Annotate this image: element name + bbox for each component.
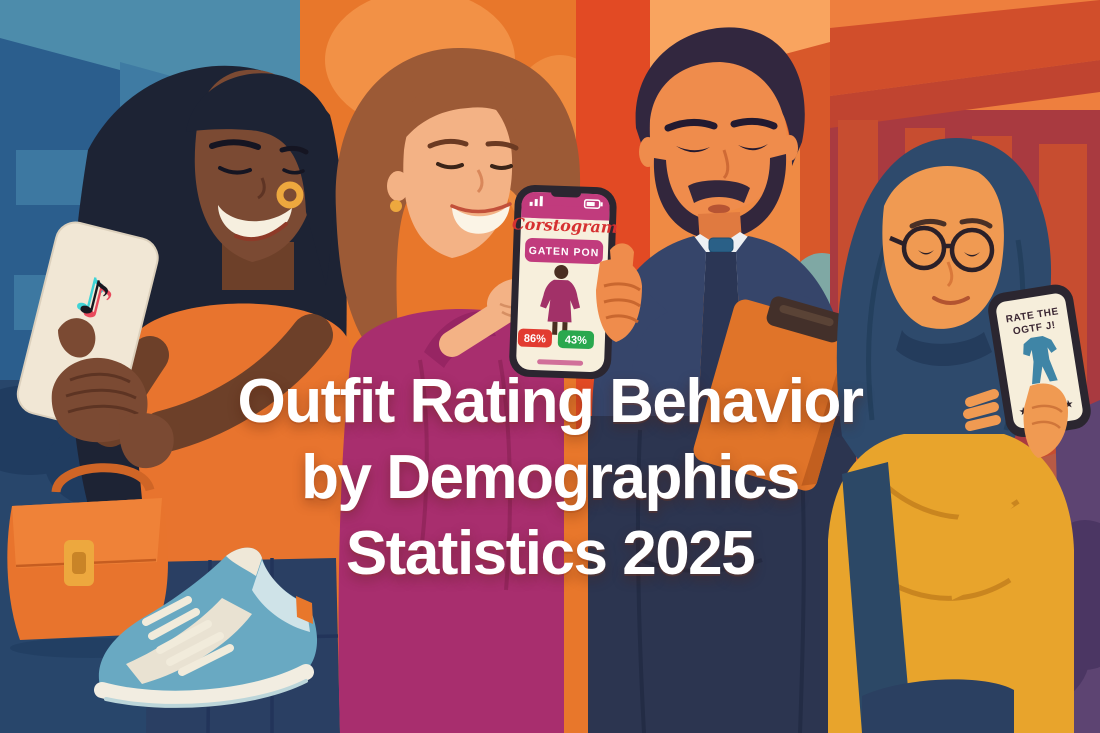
corstogram-phone: Corstogram GATEN PON 86% 43% bbox=[509, 184, 618, 380]
person-woman-hijab bbox=[828, 137, 1074, 733]
battery-icon bbox=[583, 199, 603, 209]
face bbox=[403, 89, 513, 259]
stud-earring bbox=[390, 200, 402, 212]
arm bbox=[141, 314, 333, 453]
app-name: Corstogram bbox=[512, 214, 618, 237]
person-man-suit bbox=[588, 27, 856, 733]
hands-on-rating-phone bbox=[963, 383, 1068, 458]
hair bbox=[335, 47, 581, 351]
suit-jacket bbox=[592, 236, 706, 420]
jumpsuit-icon bbox=[1023, 336, 1058, 385]
person-woman-pointing bbox=[335, 47, 581, 733]
laces bbox=[142, 596, 234, 676]
hair bbox=[635, 27, 805, 166]
skirt bbox=[862, 679, 1014, 733]
bag-handle bbox=[51, 463, 155, 494]
hands-on-tiktok-phone bbox=[51, 318, 174, 469]
arm bbox=[950, 478, 1014, 600]
signal-icon bbox=[529, 196, 543, 207]
sneaker bbox=[94, 547, 318, 708]
eyebrow bbox=[427, 138, 469, 149]
rating-badge-left bbox=[517, 328, 553, 348]
eyebrow bbox=[909, 218, 947, 229]
hoop-earring bbox=[276, 181, 304, 209]
face bbox=[649, 62, 787, 216]
smile bbox=[452, 204, 510, 234]
notch bbox=[551, 187, 582, 198]
sneaker-accent bbox=[296, 596, 313, 624]
glasses bbox=[889, 225, 995, 273]
clipboard bbox=[693, 296, 858, 491]
app-button bbox=[524, 237, 604, 265]
pediment bbox=[830, 0, 1100, 96]
handbag bbox=[7, 463, 174, 658]
smile bbox=[932, 296, 970, 305]
beard bbox=[653, 154, 787, 240]
app-button-label: GATEN PON bbox=[528, 245, 599, 259]
rating-badge-right bbox=[557, 330, 595, 349]
hand-holding-phone bbox=[596, 243, 642, 342]
backpack-strap bbox=[842, 462, 912, 733]
eyebrow bbox=[209, 139, 261, 150]
eyebrow bbox=[664, 119, 718, 132]
smile bbox=[218, 205, 292, 239]
svg-text:86%: 86% bbox=[524, 333, 547, 346]
svg-text:43%: 43% bbox=[565, 334, 588, 347]
outfit-silhouette bbox=[540, 264, 581, 336]
